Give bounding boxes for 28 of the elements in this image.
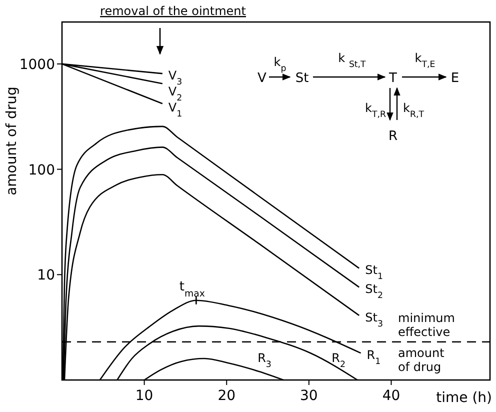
series-label: R$_{1}$ bbox=[366, 348, 381, 368]
annotation: k$_{T,R}$ bbox=[365, 101, 386, 120]
x-tick-label: 30 bbox=[300, 388, 318, 404]
y-tick-label: 100 bbox=[28, 162, 55, 178]
annotation: R bbox=[388, 129, 398, 144]
x-axis-title: time (h) bbox=[436, 390, 492, 406]
series-label: St$_{3}$ bbox=[365, 310, 383, 330]
annotation: T bbox=[388, 71, 398, 86]
x-tick-label: 40 bbox=[382, 388, 400, 404]
annotation: k$_{T,E}$ bbox=[414, 51, 436, 70]
text: removal of the ointment bbox=[100, 4, 246, 18]
annotation: E bbox=[450, 71, 460, 86]
y-tick-label: 1000 bbox=[19, 56, 55, 73]
annotation: k$_{R,T}$ bbox=[403, 101, 425, 120]
ref-line-label: minimum effective amount of drug bbox=[398, 310, 455, 374]
series-label: R$_{2}$ bbox=[332, 351, 346, 370]
y-tick-label: 10 bbox=[37, 268, 55, 284]
annotation: k$_{p}$ bbox=[274, 55, 286, 74]
x-tick-label: 10 bbox=[135, 388, 154, 404]
annotation: t$_{max}$ bbox=[179, 279, 206, 299]
annotation: k $_{St,T}$ bbox=[338, 51, 367, 70]
annotation: V bbox=[258, 71, 267, 86]
y-axis-title: amount of drug bbox=[4, 86, 20, 196]
series-label: R$_{3}$ bbox=[258, 351, 272, 370]
x-tick-label: 20 bbox=[218, 388, 236, 404]
series-label: St$_{1}$ bbox=[365, 263, 383, 282]
annotation: St bbox=[295, 71, 309, 86]
series-label: St$_{2}$ bbox=[365, 282, 383, 302]
